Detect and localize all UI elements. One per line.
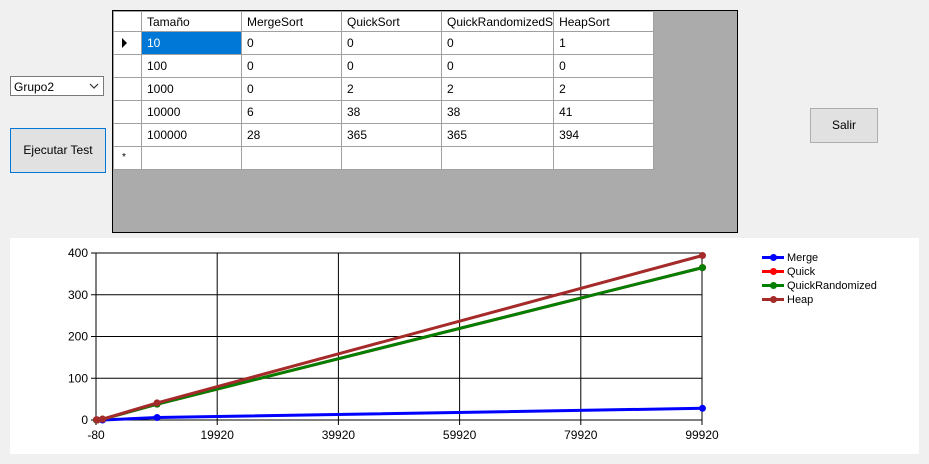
- legend-item-quick: Quick: [762, 264, 877, 278]
- series-line-merge: [96, 406, 703, 422]
- table-cell[interactable]: 0: [241, 54, 342, 78]
- table-cell[interactable]: 0: [241, 31, 342, 55]
- group-select[interactable]: Grupo2: [10, 76, 104, 96]
- run-test-button[interactable]: Ejecutar Test: [10, 128, 106, 173]
- column-header-quickrandomized[interactable]: QuickRandomizedS: [440, 11, 555, 32]
- legend-label: Merge: [787, 252, 819, 264]
- table-cell[interactable]: 6: [241, 100, 342, 124]
- table-cell[interactable]: [553, 146, 655, 170]
- table-cell[interactable]: 2: [341, 77, 442, 101]
- table-cell[interactable]: [241, 146, 342, 170]
- table-cell[interactable]: 10000: [141, 100, 242, 124]
- table-cell[interactable]: 100: [141, 54, 242, 78]
- table-cell[interactable]: 0: [440, 54, 555, 78]
- legend-label: Heap: [787, 294, 814, 306]
- table-cell[interactable]: 394: [553, 123, 655, 147]
- column-header-size[interactable]: Tamaño: [141, 11, 242, 32]
- x-tick-label: -80: [87, 428, 105, 442]
- data-point-merge: [698, 404, 706, 412]
- y-tick-label: 0: [81, 413, 88, 427]
- table-cell[interactable]: 28: [241, 123, 342, 147]
- chart-legend: Merge Quick QuickRandomized Heap: [762, 250, 877, 306]
- x-tick-label: 59920: [443, 428, 477, 442]
- table-cell[interactable]: 2: [553, 77, 655, 101]
- column-header-mergesort[interactable]: MergeSort: [241, 11, 342, 32]
- table-row[interactable]: 100 0 0 0 0: [113, 54, 655, 78]
- table-row[interactable]: 1000 0 2 2 2: [113, 77, 655, 101]
- table-cell[interactable]: 0: [241, 77, 342, 101]
- column-header-quicksort[interactable]: QuickSort: [341, 11, 442, 32]
- x-tick-label: 79920: [564, 428, 598, 442]
- table-cell[interactable]: 0: [553, 54, 655, 78]
- series-line-quickrandomized: [96, 266, 703, 422]
- y-tick-label: 400: [68, 246, 88, 260]
- chart-area: -80 19920 39920 59920 79920 99920 0 100 200 300 40…: [10, 238, 919, 454]
- legend-item-heap: Heap: [762, 292, 877, 306]
- table-cell[interactable]: [440, 146, 555, 170]
- row-header[interactable]: [113, 54, 142, 78]
- table-row[interactable]: 10 0 0 0 1: [113, 31, 655, 55]
- row-header[interactable]: [113, 123, 142, 147]
- table-cell[interactable]: 0: [440, 31, 555, 55]
- legend-swatch: [762, 264, 784, 278]
- table-cell[interactable]: [341, 146, 442, 170]
- results-table: Tamaño MergeSort QuickSort QuickRandomiz…: [113, 11, 655, 170]
- table-cell[interactable]: 100000: [141, 123, 242, 147]
- row-header[interactable]: [113, 31, 142, 55]
- row-header[interactable]: [113, 100, 142, 124]
- y-tick-label: 200: [68, 330, 88, 344]
- new-row[interactable]: *: [113, 146, 655, 170]
- table-cell[interactable]: 0: [341, 31, 442, 55]
- table-cell[interactable]: 2: [440, 77, 555, 101]
- table-cell[interactable]: 1000: [141, 77, 242, 101]
- chevron-down-icon[interactable]: [87, 79, 101, 93]
- corner-cell[interactable]: [113, 11, 142, 32]
- table-cell[interactable]: 1: [553, 31, 655, 55]
- table-cell[interactable]: [141, 146, 242, 170]
- table-cell[interactable]: 365: [341, 123, 442, 147]
- group-select-value: Grupo2: [14, 80, 55, 94]
- data-point-merge: [153, 413, 161, 421]
- legend-swatch: [762, 250, 784, 264]
- table-cell[interactable]: 41: [553, 100, 655, 124]
- legend-swatch: [762, 278, 784, 292]
- data-point-heap: [153, 399, 161, 407]
- header-row: Tamaño MergeSort QuickSort QuickRandomiz…: [113, 11, 655, 32]
- legend-label: Quick: [787, 266, 816, 278]
- results-grid[interactable]: Tamaño MergeSort QuickSort QuickRandomiz…: [112, 10, 738, 233]
- x-tick-label: 39920: [322, 428, 356, 442]
- x-tick-label: 19920: [201, 428, 235, 442]
- table-cell[interactable]: 10: [141, 31, 242, 55]
- table-cell[interactable]: 38: [341, 100, 442, 124]
- series-line-heap: [95, 254, 703, 422]
- legend-item-quickrandomized: QuickRandomized: [762, 278, 877, 292]
- legend-label: QuickRandomized: [787, 280, 877, 292]
- table-cell[interactable]: 365: [440, 123, 555, 147]
- current-row-arrow-icon: [122, 38, 127, 48]
- data-point-heap: [93, 416, 101, 424]
- new-row-asterisk-icon: *: [122, 152, 126, 163]
- table-cell[interactable]: 38: [440, 100, 555, 124]
- table-cell[interactable]: 0: [341, 54, 442, 78]
- data-point-heap: [698, 252, 706, 260]
- line-chart: -80 19920 39920 59920 79920 99920 0 100 200 300 40…: [68, 246, 719, 442]
- x-tick-label: 99920: [685, 428, 719, 442]
- column-header-heapsort[interactable]: HeapSort: [553, 11, 655, 32]
- data-point-heap: [99, 415, 107, 423]
- legend-swatch: [762, 292, 784, 306]
- table-row[interactable]: 10000 6 38 38 41: [113, 100, 655, 124]
- row-header[interactable]: *: [113, 146, 142, 170]
- legend-item-merge: Merge: [762, 250, 877, 264]
- row-header[interactable]: [113, 77, 142, 101]
- table-row[interactable]: 100000 28 365 365 394: [113, 123, 655, 147]
- exit-button[interactable]: Salir: [810, 108, 878, 143]
- y-tick-label: 100: [68, 371, 88, 385]
- data-point-quickrandomized: [698, 264, 706, 272]
- y-tick-label: 300: [68, 288, 88, 302]
